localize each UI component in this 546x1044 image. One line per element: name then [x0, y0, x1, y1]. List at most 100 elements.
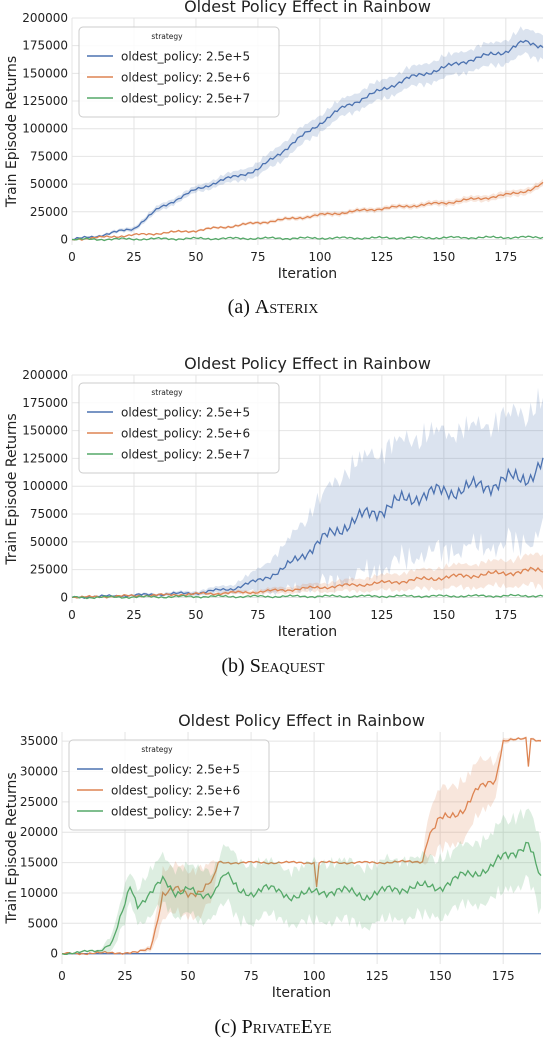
- legend: strategy oldest_policy: 2.5e+5 oldest_poli…: [78, 382, 280, 474]
- x-tick-label: 0: [68, 608, 76, 622]
- legend-entry: oldest_policy: 2.5e+5: [111, 763, 240, 777]
- legend-entry: oldest_policy: 2.5e+7: [111, 805, 240, 819]
- series-line: [71, 181, 544, 241]
- legend-entry: oldest_policy: 2.5e+6: [121, 71, 250, 85]
- series-band: [62, 808, 541, 955]
- chart-title: Oldest Policy Effect in Rainbow: [178, 712, 425, 730]
- y-axis-label: Train Episode Returns: [4, 413, 20, 565]
- y-tick-label: 0: [50, 947, 58, 961]
- y-tick-label: 25000: [30, 563, 68, 577]
- caption-seaquest: (b) Seaquest: [0, 655, 546, 678]
- x-tick-label: 150: [432, 608, 455, 622]
- series-line: [71, 593, 544, 600]
- legend-box: [68, 739, 270, 831]
- caption-privateeye: (c) PrivateEye: [0, 1016, 546, 1039]
- chart-privateeye: 0 25 50 75 100 125 150 175 0 5000 10000 15000 20000 2…: [4, 712, 542, 1001]
- legend: strategy oldest_policy: 2.5e+5 oldest_poli…: [78, 26, 280, 118]
- x-tick-label: 100: [303, 969, 326, 983]
- y-tick-label: 125000: [22, 451, 68, 465]
- y-tick-label: 200000: [22, 368, 68, 382]
- y-tick-label: 25000: [30, 205, 68, 219]
- y-tick-label: 75000: [30, 507, 68, 521]
- y-tick-label: 125000: [22, 94, 68, 108]
- series-2: [71, 235, 544, 242]
- x-tick-label: 125: [366, 969, 389, 983]
- x-tick-label: 25: [126, 608, 141, 622]
- y-tick-label: 175000: [22, 39, 68, 53]
- x-tick-label: 75: [250, 608, 265, 622]
- x-axis-label: Iteration: [278, 624, 337, 640]
- x-tick-label: 150: [429, 969, 452, 983]
- legend-box: [78, 26, 280, 118]
- y-tick-label: 150000: [22, 66, 68, 80]
- series-2: [71, 593, 544, 600]
- chart-seaquest: 0 25 50 75 100 125 150 175 0 25000 50000 75000 10000…: [4, 355, 544, 640]
- y-tick-label: 20000: [20, 825, 58, 839]
- x-axis: 0 25 50 75 100 125 150 175: [68, 18, 517, 264]
- x-tick-label: 50: [188, 250, 203, 264]
- series-0: [71, 387, 544, 600]
- legend-entry: oldest_policy: 2.5e+6: [111, 784, 240, 798]
- legend-title: strategy: [141, 745, 173, 754]
- y-tick-label: 5000: [27, 916, 58, 930]
- legend-box: [78, 382, 280, 474]
- chart-title: Oldest Policy Effect in Rainbow: [184, 355, 431, 373]
- caption-name: PrivateEye: [241, 1016, 332, 1038]
- x-axis-label: Iteration: [272, 985, 331, 1001]
- series-0: [71, 26, 544, 241]
- series-2: [61, 808, 542, 956]
- chart-panel-seaquest: 0 25 50 75 100 125 150 175 0 25000 50000 75000 10000…: [0, 355, 546, 695]
- series-line: [71, 235, 544, 242]
- caption-name: Asterix: [254, 296, 319, 318]
- legend-entry: oldest_policy: 2.5e+5: [121, 50, 250, 64]
- y-tick-label: 175000: [22, 396, 68, 410]
- x-tick-label: 175: [494, 608, 517, 622]
- y-tick-label: 25000: [20, 795, 58, 809]
- chart-panel-asterix: 0 25 50 75 100 125 150 175 0 25000 50000 75000 10000…: [0, 0, 546, 340]
- y-axis-label: Train Episode Returns: [4, 772, 20, 924]
- y-tick-label: 100000: [22, 122, 68, 136]
- series-band: [72, 387, 543, 599]
- series-line: [71, 39, 544, 241]
- legend-entry: oldest_policy: 2.5e+6: [121, 427, 250, 441]
- series-line: [61, 736, 542, 956]
- y-tick-label: 100000: [22, 479, 68, 493]
- y-axis: 0 25000 50000 75000 100000 125000 150000 175000…: [22, 368, 543, 604]
- series-1: [71, 178, 544, 241]
- chart-title: Oldest Policy Effect in Rainbow: [184, 0, 431, 16]
- y-tick-label: 150000: [22, 424, 68, 438]
- chart-panel-privateeye: 0 25 50 75 100 125 150 175 0 5000 10000 15000 20000 2…: [0, 712, 546, 1044]
- x-tick-label: 75: [243, 969, 258, 983]
- x-tick-label: 125: [370, 250, 393, 264]
- y-axis-label: Train Episode Returns: [4, 56, 20, 208]
- x-tick-label: 50: [188, 608, 203, 622]
- x-tick-label: 100: [308, 608, 331, 622]
- chart-asterix: 0 25 50 75 100 125 150 175 0 25000 50000 75000 10000…: [4, 0, 544, 282]
- y-tick-label: 15000: [20, 856, 58, 870]
- x-tick-label: 100: [308, 250, 331, 264]
- series-line: [71, 566, 544, 599]
- series-line: [71, 457, 544, 600]
- y-tick-label: 200000: [22, 11, 68, 25]
- legend-entry: oldest_policy: 2.5e+7: [121, 92, 250, 106]
- x-tick-label: 150: [432, 250, 455, 264]
- x-tick-label: 0: [68, 250, 76, 264]
- legend: strategy oldest_policy: 2.5e+5 oldest_poli…: [68, 739, 270, 831]
- x-tick-label: 25: [126, 250, 141, 264]
- x-axis-label: Iteration: [278, 266, 337, 282]
- y-tick-label: 35000: [20, 734, 58, 748]
- x-tick-label: 125: [370, 608, 393, 622]
- x-tick-label: 25: [117, 969, 132, 983]
- legend-entry: oldest_policy: 2.5e+5: [121, 406, 250, 420]
- series-1: [61, 736, 542, 956]
- series-band: [72, 26, 543, 240]
- y-tick-label: 10000: [20, 886, 58, 900]
- caption-label: (b): [221, 655, 245, 677]
- caption-label: (c): [214, 1016, 237, 1038]
- legend-entry: oldest_policy: 2.5e+7: [121, 448, 250, 462]
- series-band: [62, 736, 541, 955]
- series-line: [61, 841, 542, 956]
- y-tick-label: 75000: [30, 149, 68, 163]
- x-tick-label: 75: [250, 250, 265, 264]
- series-band: [72, 552, 543, 599]
